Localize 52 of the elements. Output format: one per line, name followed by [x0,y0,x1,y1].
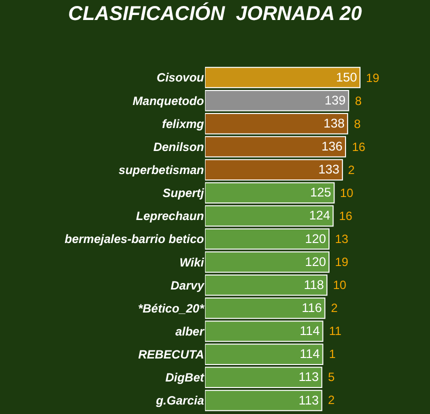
y-tick-label: Darvy [170,278,206,292]
data-label: 116 [302,300,322,315]
y-tick-label: REBECUTA [138,348,204,362]
data-label: 124 [309,208,330,223]
annotation: 2 [328,393,335,407]
bar [205,366,322,388]
data-label: 133 [318,162,340,177]
annotation: 16 [352,140,366,154]
y-tick-label: Manquetodo [132,94,204,108]
annotation: 13 [335,232,349,246]
y-tick-label: Cisovou [156,70,205,85]
y-tick-label: Supertj [162,186,205,200]
data-label: 113 [298,393,319,408]
y-tick-label: alber [175,324,206,338]
data-label: 120 [304,232,326,246]
data-label: 125 [310,186,332,200]
annotation: 10 [340,186,354,200]
data-label: 118 [304,278,324,292]
bar [205,66,360,88]
y-tick-label: Leprechaun [136,209,204,224]
annotation: 2 [331,301,338,315]
annotation: 8 [354,117,361,131]
bar [205,390,322,412]
data-label: 114 [300,347,320,362]
y-tick-label: felixmg [162,116,205,131]
annotation: 2 [348,163,355,177]
bar [205,228,330,250]
chart-title: CLASIFICACIÓN JORNADA 20 [68,2,362,26]
y-tick-label: Denilson [153,140,204,154]
bar [205,251,330,273]
data-label: 138 [324,116,345,130]
annotation: 19 [335,255,349,269]
data-label: 113 [298,370,319,384]
y-tick-label: superbetisman [118,163,204,177]
y-tick-label: bermejales-barrio betico [64,232,204,246]
data-label: 139 [324,93,346,108]
y-tick-label: DigBet [165,370,205,385]
annotation: 11 [329,324,342,338]
annotation: 8 [355,94,362,108]
annotation: 19 [366,71,380,85]
data-label: 150 [336,70,357,84]
y-tick-label: *Bético_20* [138,301,206,316]
annotation: 10 [333,278,347,292]
y-tick-label: g.Garcia [154,394,204,408]
data-label: 114 [300,324,320,338]
data-label: 136 [321,140,343,154]
annotation: 1 [329,347,336,361]
data-label: 120 [304,254,326,269]
annotation: 5 [328,370,335,384]
bar [205,205,334,227]
y-tick-label: Wiki [179,255,205,270]
annotation: 16 [339,209,353,223]
